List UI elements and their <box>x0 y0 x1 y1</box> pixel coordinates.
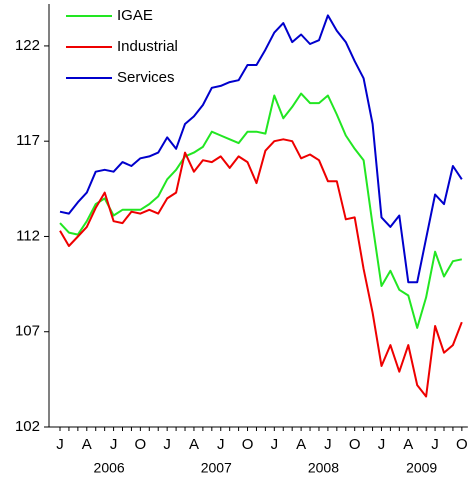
year-label: 2008 <box>308 460 339 476</box>
x-tick-label: O <box>456 436 468 453</box>
y-tick-label: 107 <box>15 323 40 340</box>
x-tick-label: O <box>349 436 361 453</box>
x-tick-label: J <box>56 436 64 453</box>
x-tick-label: O <box>242 436 254 453</box>
x-tick-label: A <box>82 436 92 453</box>
series-line <box>59 138 463 398</box>
legend-label: IGAE <box>117 7 153 24</box>
x-tick-label: A <box>189 436 199 453</box>
x-tick-label: J <box>110 436 118 453</box>
x-tick-label: J <box>324 436 332 453</box>
y-tick-label: 122 <box>15 37 40 54</box>
x-tick-label: J <box>163 436 171 453</box>
x-tick-label: O <box>135 436 147 453</box>
x-tick-label: J <box>271 436 279 453</box>
x-tick-label: A <box>296 436 306 453</box>
x-tick-label: A <box>403 436 413 453</box>
x-tick-label: J <box>378 436 386 453</box>
series-line <box>59 92 463 329</box>
series-line <box>59 14 463 284</box>
year-label: 2007 <box>201 460 232 476</box>
year-label: 2006 <box>94 460 125 476</box>
legend-label: Industrial <box>117 38 178 55</box>
x-tick-label: J <box>431 436 439 453</box>
y-tick-label: 102 <box>15 418 40 435</box>
x-tick-label: J <box>217 436 225 453</box>
y-tick-label: 112 <box>16 227 40 244</box>
year-label: 2009 <box>406 460 437 476</box>
legend-label: Services <box>117 69 175 86</box>
y-tick-label: 117 <box>16 132 40 149</box>
